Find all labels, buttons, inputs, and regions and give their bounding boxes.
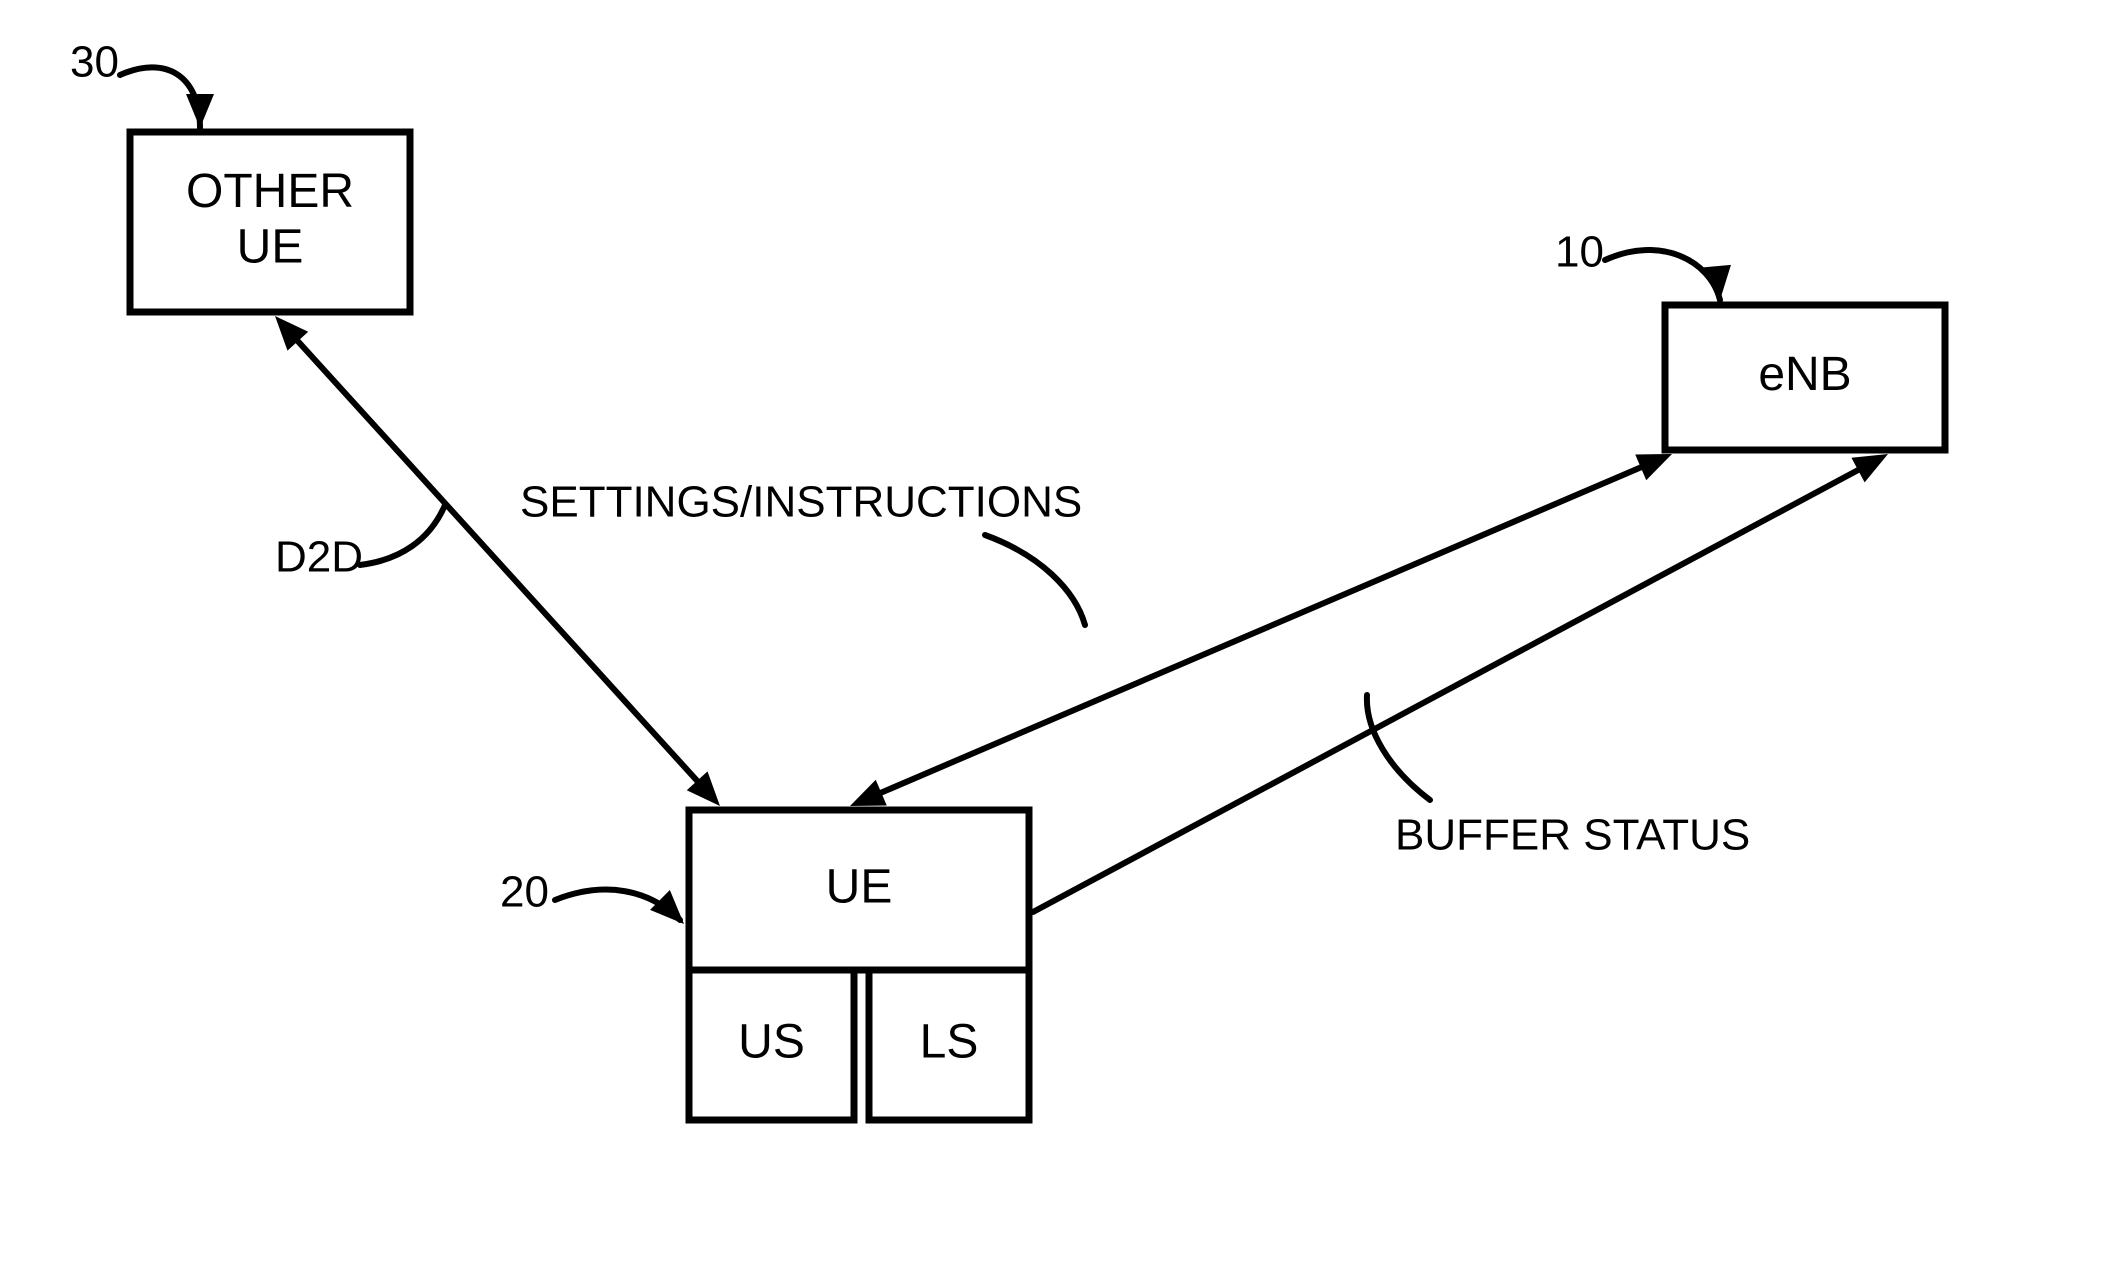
node-ls: LS bbox=[869, 970, 1029, 1120]
svg-text:US: US bbox=[738, 1016, 805, 1069]
svg-text:BUFFER STATUS: BUFFER STATUS bbox=[1395, 811, 1750, 860]
svg-text:UE: UE bbox=[826, 861, 893, 914]
node-enb: eNB 10 bbox=[1555, 228, 1945, 450]
svg-text:D2D: D2D bbox=[275, 533, 363, 582]
edge-settings-instructions: SETTINGS/INSTRUCTIONS bbox=[520, 478, 1085, 625]
edge-d2d: D2D bbox=[275, 505, 445, 582]
svg-text:10: 10 bbox=[1555, 228, 1604, 277]
svg-text:OTHER: OTHER bbox=[186, 165, 354, 218]
svg-text:SETTINGS/INSTRUCTIONS: SETTINGS/INSTRUCTIONS bbox=[520, 478, 1082, 527]
svg-text:30: 30 bbox=[70, 38, 119, 87]
node-us: US bbox=[689, 970, 854, 1120]
node-ue: UE 20 bbox=[500, 810, 1029, 970]
svg-text:UE: UE bbox=[237, 220, 304, 273]
svg-text:20: 20 bbox=[500, 868, 549, 917]
edge-buffer-status: BUFFER STATUS bbox=[1367, 695, 1750, 860]
node-other-ue: OTHERUE 30 bbox=[70, 38, 410, 312]
svg-text:LS: LS bbox=[920, 1016, 979, 1069]
svg-text:eNB: eNB bbox=[1758, 348, 1851, 401]
